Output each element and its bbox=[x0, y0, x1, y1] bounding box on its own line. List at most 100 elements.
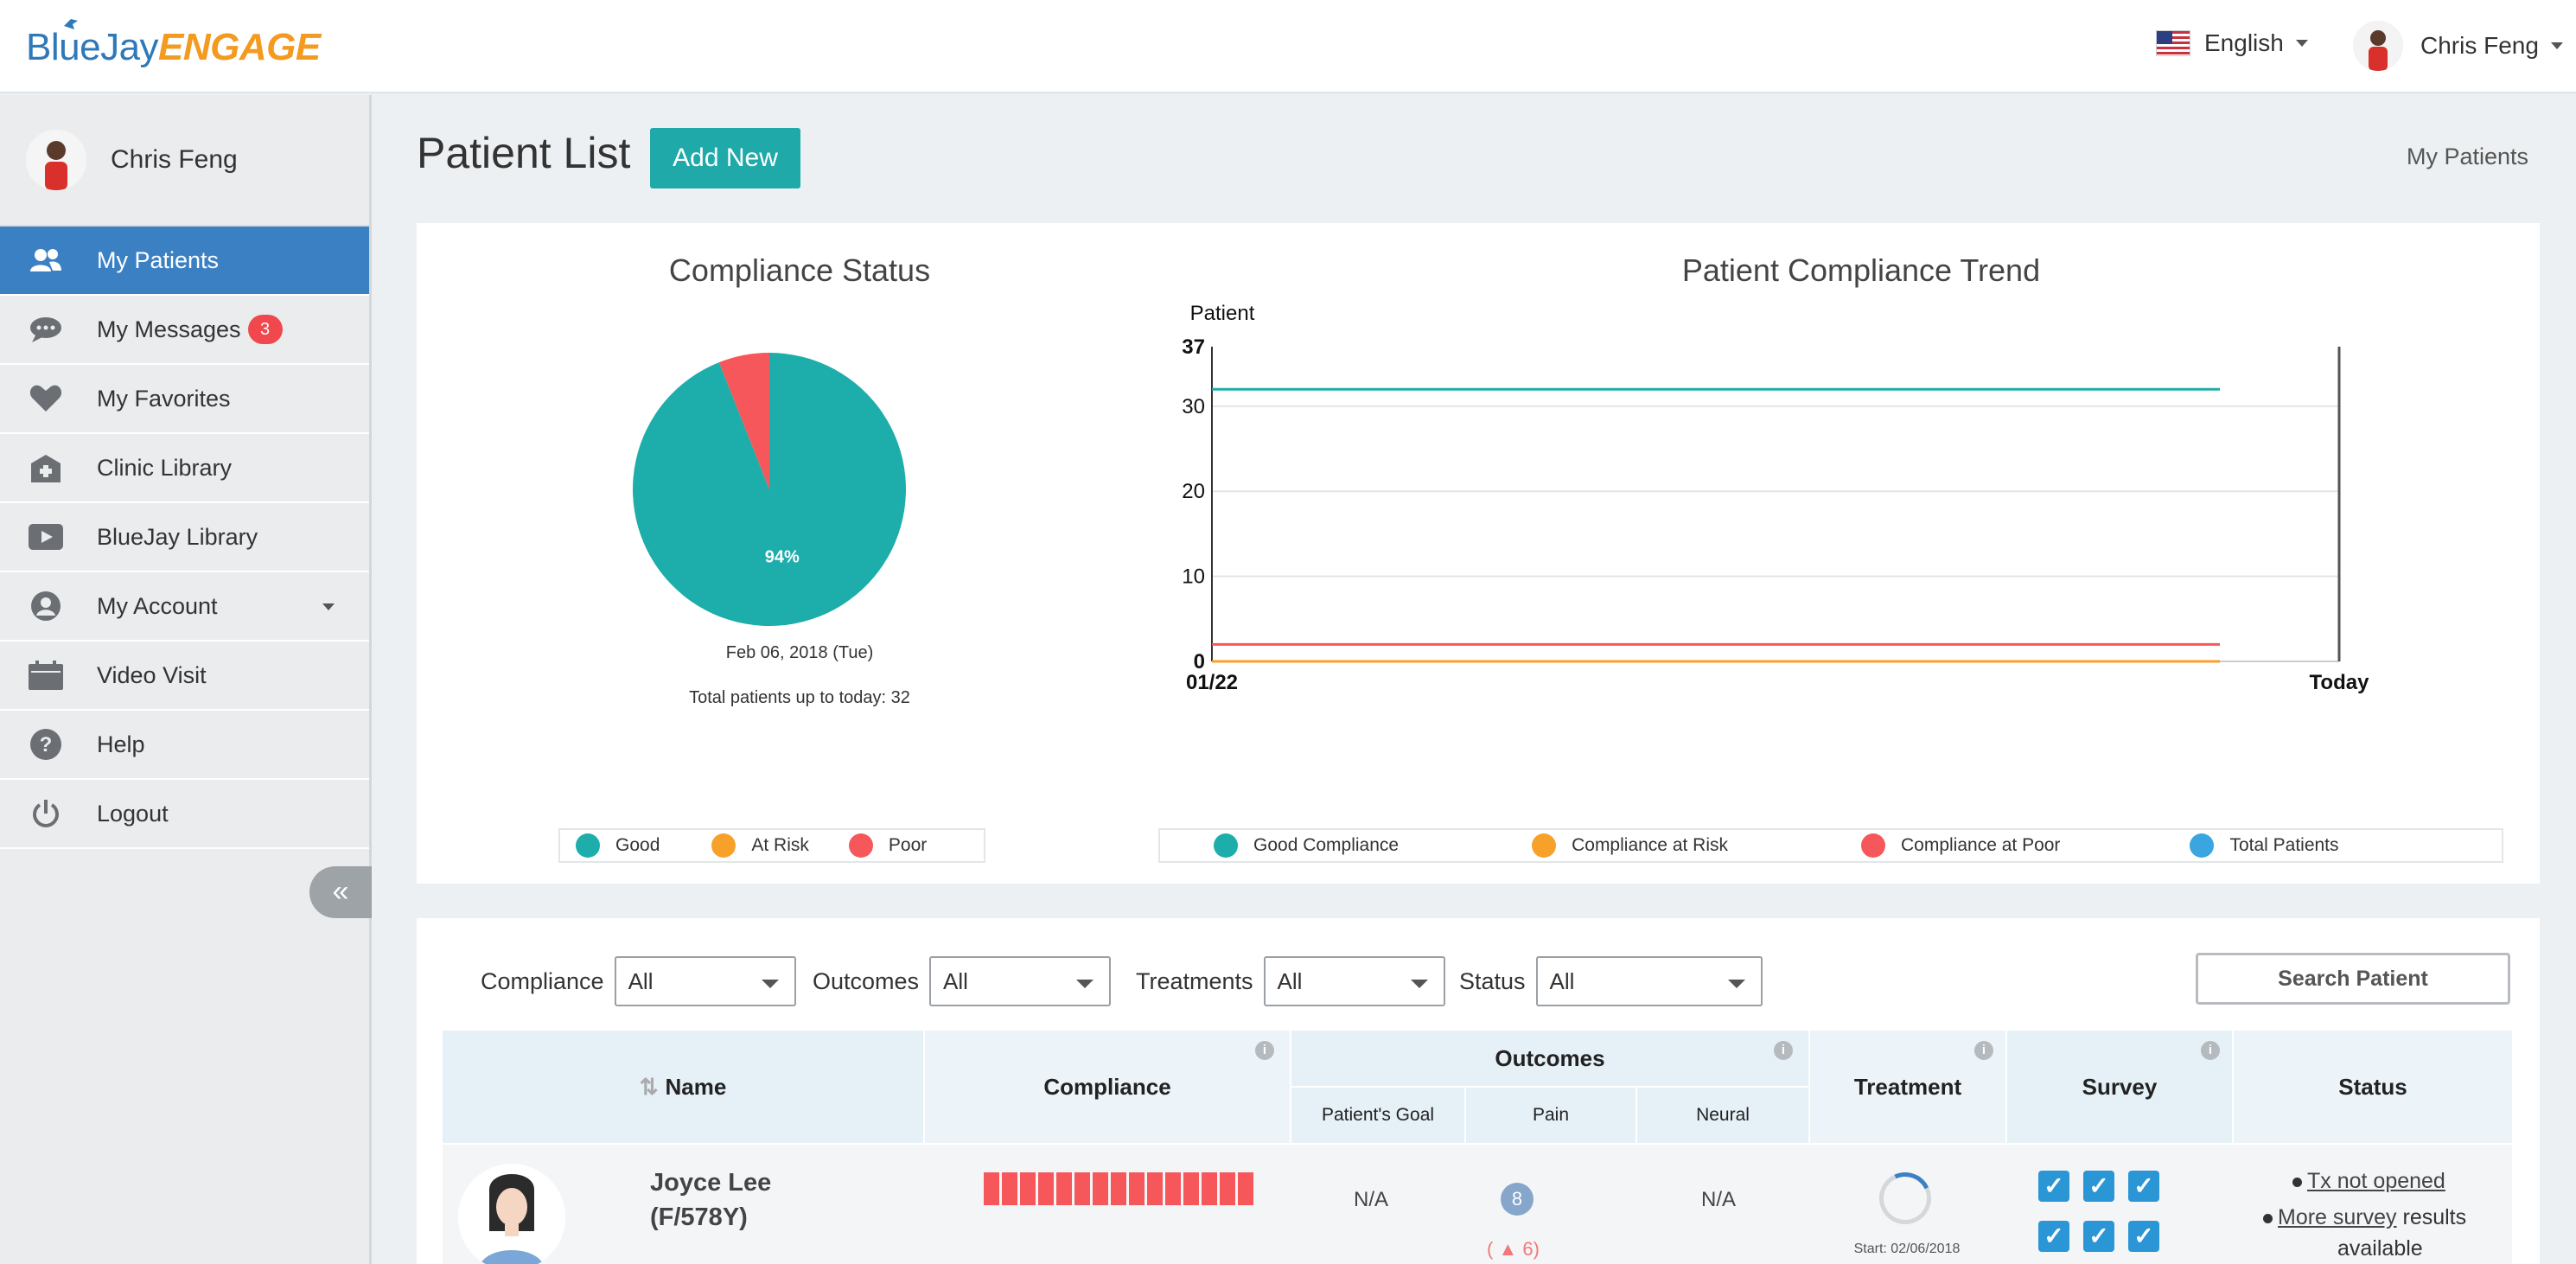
patient-id: (F/578Y) bbox=[650, 1203, 748, 1231]
compliance-day-cell bbox=[1056, 1172, 1072, 1205]
select-value: All bbox=[628, 967, 654, 994]
info-icon[interactable]: i bbox=[2201, 1041, 2220, 1060]
status-link[interactable]: Tx not opened bbox=[2307, 1169, 2445, 1193]
column-header-compliance[interactable]: Compliance i bbox=[925, 1031, 1290, 1143]
treatments-select[interactable]: All bbox=[1263, 956, 1445, 1006]
svg-text:?: ? bbox=[40, 733, 53, 756]
info-icon[interactable]: i bbox=[1774, 1041, 1793, 1060]
treatment-start-date: Start: 02/06/2018 bbox=[1853, 1242, 1961, 1256]
select-value: All bbox=[1549, 967, 1575, 994]
chevron-down-icon bbox=[2295, 40, 2308, 47]
patient-name-text: Joyce Lee bbox=[650, 1169, 772, 1197]
sidebar-item-label: Help bbox=[97, 731, 145, 757]
survey-check-icon[interactable]: ✓ bbox=[2128, 1221, 2159, 1252]
table-row[interactable]: Joyce Lee (F/578Y) N/A 8 ( ▲ 6) N/A Star… bbox=[443, 1145, 2512, 1264]
survey-check-icon[interactable]: ✓ bbox=[2038, 1171, 2069, 1202]
outcomes-select[interactable]: All bbox=[929, 956, 1112, 1006]
user-menu[interactable]: Chris Feng bbox=[2353, 21, 2563, 71]
status-tx-not-opened[interactable]: Tx not opened bbox=[2292, 1169, 2445, 1194]
filter-label: Treatments bbox=[1136, 967, 1253, 994]
status-available: available bbox=[2337, 1236, 2423, 1261]
info-icon[interactable]: i bbox=[1255, 1041, 1274, 1060]
sidebar-item-label: Video Visit bbox=[97, 661, 207, 688]
survey-check-icon[interactable]: ✓ bbox=[2083, 1171, 2114, 1202]
column-header-status[interactable]: Status bbox=[2234, 1031, 2512, 1143]
sidebar-item-label: Logout bbox=[97, 800, 169, 827]
sidebar-item-logout[interactable]: Logout bbox=[0, 780, 369, 849]
y-axis-label: Patient bbox=[1190, 302, 1255, 325]
chevron-down-icon bbox=[1410, 980, 1428, 988]
legend-swatch bbox=[576, 833, 600, 858]
status-select[interactable]: All bbox=[1535, 956, 1763, 1006]
more-survey-link[interactable]: More survey bbox=[2278, 1205, 2397, 1229]
avatar bbox=[2353, 21, 2403, 71]
sidebar-item-bluejay-library[interactable]: BlueJay Library bbox=[0, 503, 369, 572]
survey-check-icon[interactable]: ✓ bbox=[2038, 1221, 2069, 1252]
bullet bbox=[2292, 1177, 2302, 1187]
sidebar: Chris Feng My Patients My Messages 3 My … bbox=[0, 95, 372, 1264]
column-header-name[interactable]: ⇅ Name bbox=[443, 1031, 923, 1143]
compliance-day-cell bbox=[1038, 1172, 1054, 1205]
filter-label: Compliance bbox=[481, 967, 604, 994]
chevron-down-icon bbox=[2550, 42, 2563, 49]
patient-avatar bbox=[458, 1164, 565, 1264]
language-selector[interactable]: English bbox=[2156, 29, 2308, 57]
pie-date: Feb 06, 2018 (Tue) bbox=[725, 643, 874, 662]
sidebar-item-my-account[interactable]: My Account bbox=[0, 572, 369, 642]
sidebar-item-label: My Account bbox=[97, 592, 218, 619]
sort-icon: ⇅ bbox=[639, 1073, 659, 1100]
compliance-select[interactable]: All bbox=[614, 956, 796, 1006]
sidebar-user: Chris Feng bbox=[0, 95, 369, 227]
bluejay-logo[interactable]: BlueJayENGAGE bbox=[26, 26, 321, 68]
breadcrumb[interactable]: My Patients bbox=[2407, 144, 2529, 169]
legend-item-poor: Poor bbox=[848, 833, 927, 858]
legend-label: Good Compliance bbox=[1253, 835, 1400, 855]
outcomes-filter: Outcomes All bbox=[813, 956, 1112, 1006]
treatment-progress-icon bbox=[1871, 1165, 1939, 1232]
legend-label: Total Patients bbox=[2229, 835, 2339, 855]
compliance-bar bbox=[984, 1172, 1256, 1205]
header-label: Outcomes bbox=[1495, 1044, 1605, 1071]
add-new-button[interactable]: Add New bbox=[650, 128, 800, 188]
legend-item-at-risk: At Risk bbox=[711, 833, 809, 858]
compliance-day-cell bbox=[1147, 1172, 1163, 1205]
chevron-down-icon bbox=[1727, 980, 1745, 988]
survey-check-icon[interactable]: ✓ bbox=[2128, 1171, 2159, 1202]
bird-icon bbox=[64, 19, 78, 29]
patient-table-panel: Compliance All Outcomes All Treatments A… bbox=[417, 918, 2540, 1264]
header-label: Status bbox=[2338, 1073, 2407, 1100]
compliance-day-cell bbox=[1238, 1172, 1253, 1205]
page-title: Patient List bbox=[417, 129, 631, 177]
treatments-filter: Treatments All bbox=[1136, 956, 1445, 1006]
trend-legend: Good Compliance Compliance at Risk Compl… bbox=[1158, 828, 2503, 863]
legend-swatch bbox=[848, 833, 873, 858]
compliance-day-cell bbox=[1020, 1172, 1036, 1205]
unread-count-badge: 3 bbox=[247, 315, 283, 344]
power-icon bbox=[26, 794, 66, 833]
sidebar-item-my-patients[interactable]: My Patients bbox=[0, 227, 369, 296]
sidebar-item-video-visit[interactable]: Video Visit bbox=[0, 642, 369, 711]
compliance-day-cell bbox=[1129, 1172, 1145, 1205]
legend-label: Compliance at Poor bbox=[1901, 835, 2061, 855]
avatar bbox=[26, 130, 86, 190]
legend-swatch bbox=[2190, 833, 2215, 858]
column-header-survey[interactable]: Survey i bbox=[2007, 1031, 2232, 1143]
patient-name[interactable]: Joyce Lee (F/578Y) bbox=[650, 1165, 771, 1235]
sidebar-item-help[interactable]: ? Help bbox=[0, 711, 369, 780]
chevron-down-icon bbox=[1076, 980, 1094, 988]
legend-item-total-patients: Total Patients bbox=[2190, 833, 2339, 858]
info-icon[interactable]: i bbox=[1974, 1041, 1993, 1060]
column-header-treatment[interactable]: Treatment i bbox=[1810, 1031, 2005, 1143]
y-tick-label: 30 bbox=[1182, 395, 1205, 418]
legend-swatch bbox=[1861, 833, 1885, 858]
sidebar-item-clinic-library[interactable]: Clinic Library bbox=[0, 434, 369, 503]
compliance-status-title: Compliance Status bbox=[668, 252, 931, 288]
pie-slice-poor[interactable] bbox=[718, 353, 769, 489]
sidebar-item-my-favorites[interactable]: My Favorites bbox=[0, 365, 369, 434]
collapse-sidebar-button[interactable]: « bbox=[309, 866, 372, 918]
calendar-icon bbox=[26, 655, 66, 695]
sidebar-item-my-messages[interactable]: My Messages 3 bbox=[0, 296, 369, 365]
survey-check-icon[interactable]: ✓ bbox=[2083, 1221, 2114, 1252]
search-patient-button[interactable]: Search Patient bbox=[2196, 953, 2510, 1005]
header-label: Compliance bbox=[1043, 1073, 1171, 1100]
